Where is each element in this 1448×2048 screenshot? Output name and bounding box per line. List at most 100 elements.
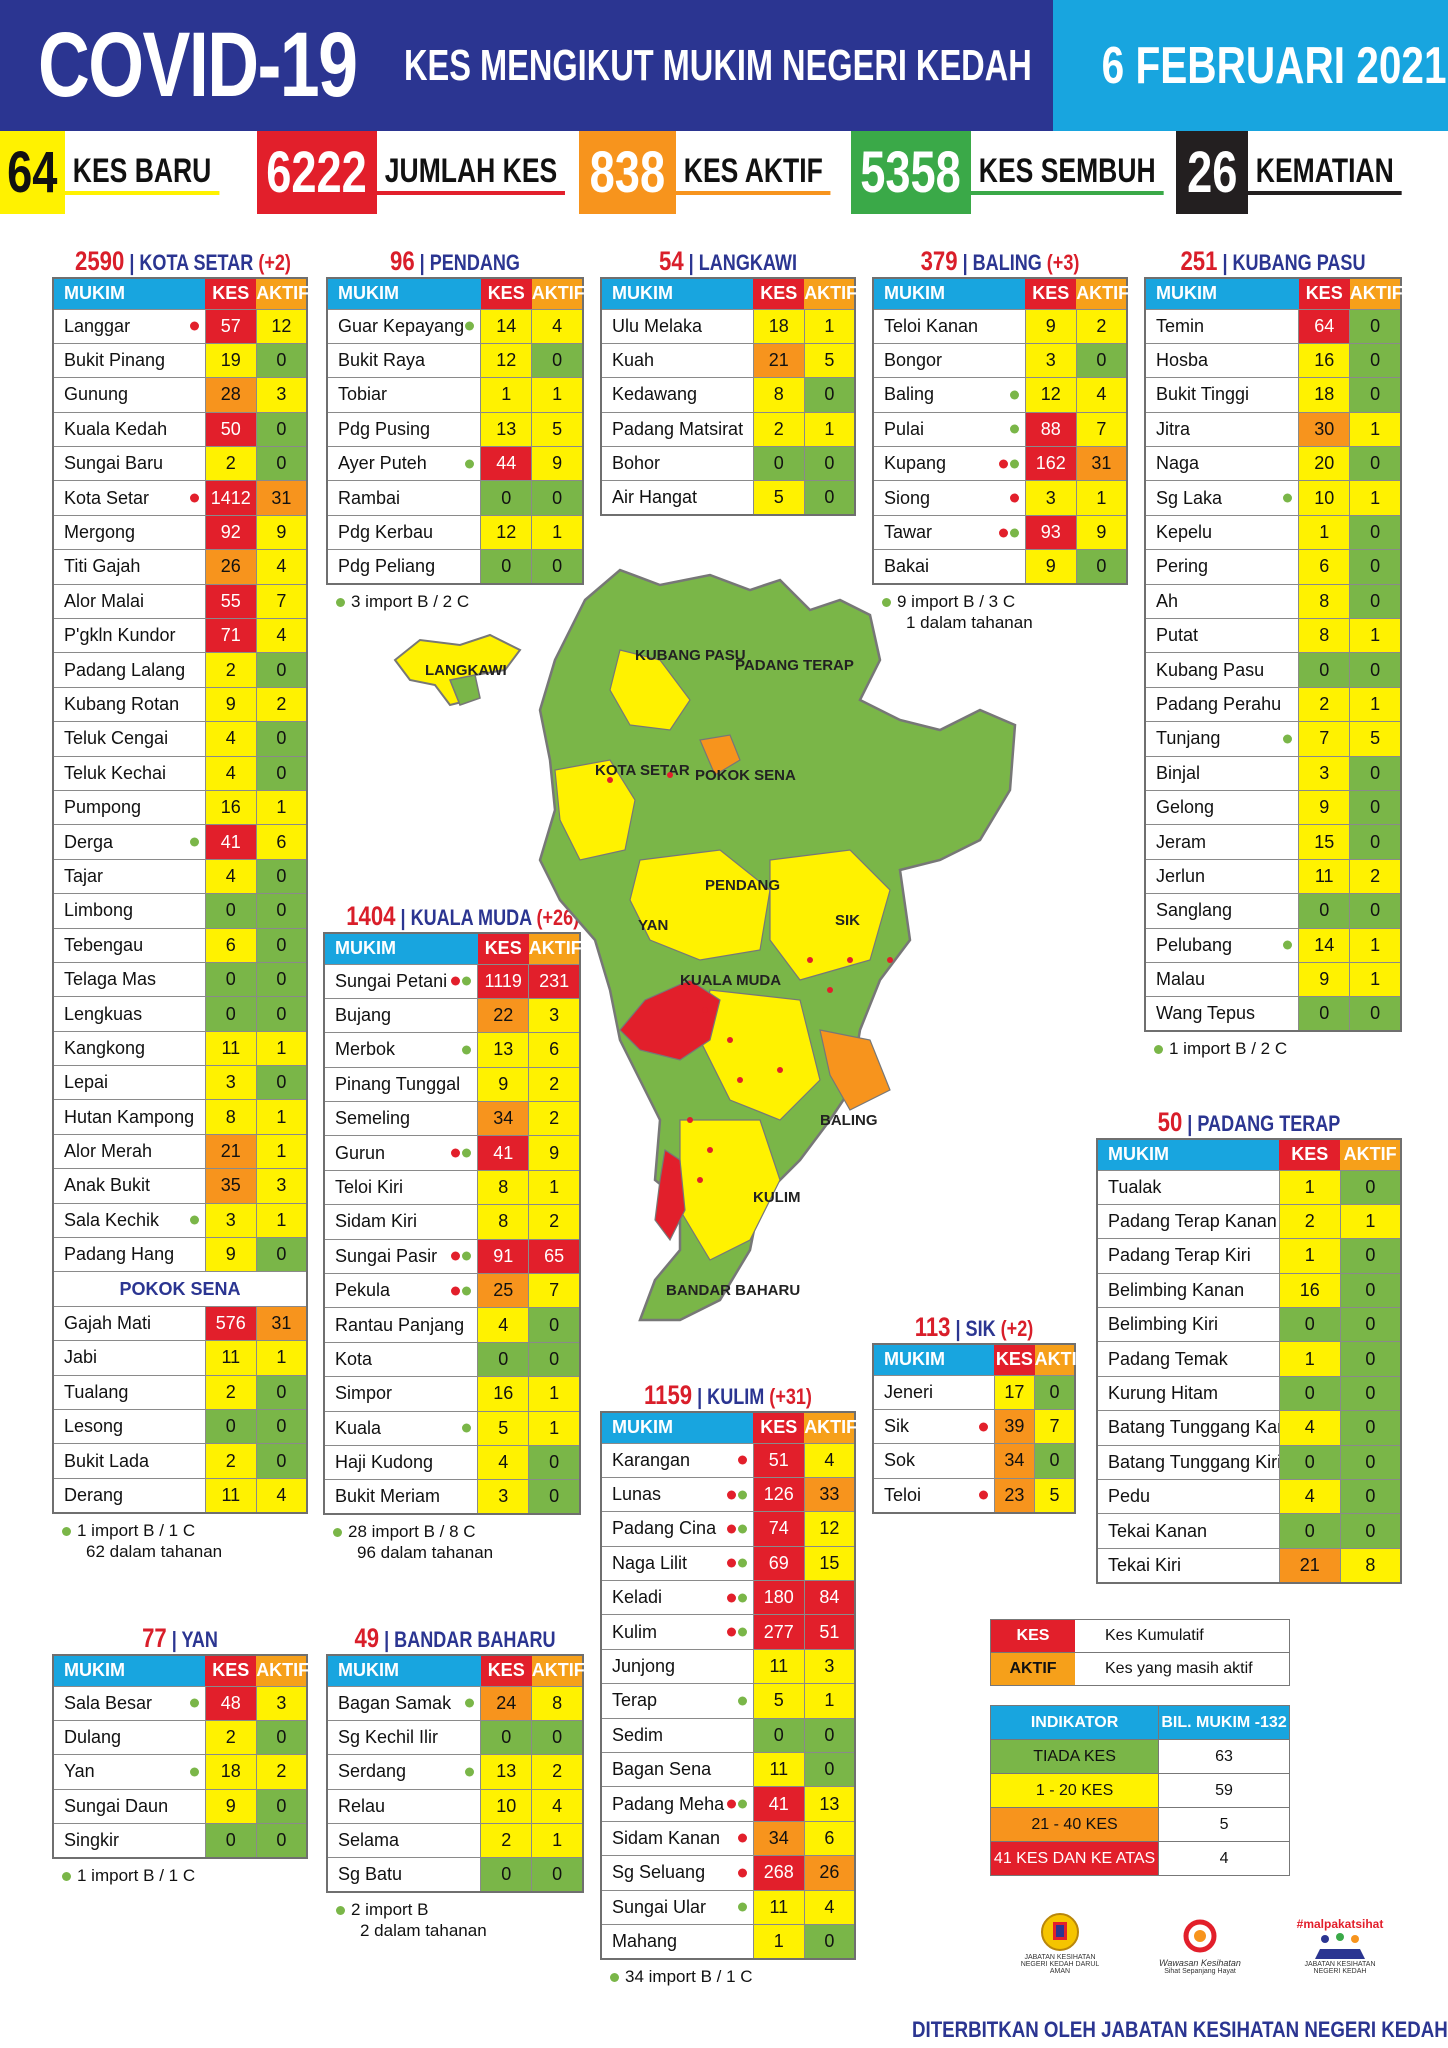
- col-kes-header: KES: [1025, 278, 1077, 309]
- col-aktif-header: AKTIF: [256, 1655, 309, 1686]
- mukim-name: Dulang: [64, 1727, 122, 1748]
- aktif-value: 0: [1349, 755, 1402, 791]
- mukim-table: MUKIM KES AKTIF Langgar 57 12 Bukit Pinang 19 0 G…: [52, 277, 309, 1514]
- kes-value: 9: [205, 686, 257, 722]
- mukim-name: Gurun: [335, 1142, 386, 1163]
- district-note: 1 import B / 2 C: [1144, 1038, 1402, 1059]
- case-marker: [451, 1286, 472, 1296]
- aktif-value: 13: [804, 1786, 856, 1822]
- table-row: Jeram 15 0: [1145, 824, 1402, 860]
- mukim-name: Sg Batu: [338, 1864, 403, 1885]
- mukim-name: Tunjang: [1156, 728, 1221, 749]
- mukim-name: Teluk Kechai: [64, 762, 167, 783]
- green-dot-icon: [737, 1593, 747, 1603]
- case-marker: [978, 1422, 988, 1432]
- table-row: Jeneri 17 0: [873, 1374, 1076, 1410]
- mukim-name: Singkir: [64, 1830, 120, 1850]
- aktif-value: 0: [1340, 1169, 1402, 1205]
- kes-value: 0: [1279, 1307, 1341, 1342]
- green-dot-icon: [1283, 940, 1293, 950]
- table-row: Naga Lilit 69 15: [601, 1545, 856, 1581]
- aktif-value: 6: [804, 1820, 856, 1856]
- col-aktif-header: AKTIF: [1349, 278, 1403, 309]
- kes-value: 8: [1298, 583, 1351, 619]
- case-marker: [737, 1868, 747, 1878]
- kes-value: 34: [994, 1443, 1036, 1479]
- mukim-name: Pelubang: [1156, 934, 1233, 955]
- red-dot-icon: [726, 1524, 736, 1534]
- stat-label: JUMLAH KES: [377, 151, 566, 195]
- mukim-table: MUKIM KES AKTIF Guar Kepayang 14 4 Bukit Raya 1…: [326, 277, 585, 586]
- table-row: Ah 8 0: [1145, 583, 1402, 619]
- table-row: Karangan 51 4: [601, 1442, 856, 1478]
- kes-value: 9: [1025, 549, 1077, 585]
- case-marker: [726, 1558, 747, 1568]
- mukim-name: Keladi: [612, 1587, 663, 1608]
- kes-value: 92: [205, 514, 257, 550]
- kes-value: 1: [1279, 1341, 1341, 1377]
- red-dot-icon: [737, 1833, 747, 1843]
- aktif-value: 0: [256, 1823, 308, 1858]
- aktif-value: 0: [804, 1752, 856, 1787]
- kes-value: 18: [753, 308, 805, 344]
- green-dot-icon: [62, 1871, 71, 1881]
- mukim-name: Bukit Raya: [338, 350, 426, 371]
- mukim-name: Sg Seluang: [612, 1862, 706, 1883]
- kes-value: 41: [477, 1135, 530, 1171]
- mukim-name: Kurung Hitam: [1108, 1383, 1219, 1404]
- case-marker: [465, 1767, 475, 1777]
- note-line: 1 import B / 1 C: [77, 1865, 196, 1885]
- case-marker: [726, 1799, 747, 1809]
- mukim-name: Tekai Kiri: [1108, 1554, 1182, 1575]
- note-line: 1 import B / 2 C: [1169, 1039, 1288, 1059]
- aktif-value: 7: [1076, 411, 1128, 447]
- kes-value: 0: [205, 893, 257, 929]
- kes-value: 576: [205, 1305, 257, 1341]
- aktif-value: 0: [531, 342, 584, 378]
- table-row: Jerlun 11 2: [1145, 858, 1402, 894]
- mukim-name: Batang Tunggang Kiri: [1108, 1451, 1280, 1472]
- indicator-label: 1 - 20 KES: [989, 1773, 1160, 1808]
- mukim-name: Jitra: [1156, 418, 1191, 439]
- table-row: Kepelu 1 0: [1145, 514, 1402, 550]
- kes-value: 71: [205, 618, 257, 653]
- district-heading: 251 | KUBANG PASU: [1180, 246, 1366, 276]
- district-total: 251: [1180, 246, 1218, 276]
- mukim-table: MUKIM KES AKTIF Temin 64 0 Hosba 16 0 Bukit Tingg…: [1144, 277, 1403, 1033]
- table-row: Sungai Baru 2 0: [53, 446, 308, 481]
- green-dot-icon: [465, 321, 475, 331]
- indicator-value: 4: [1158, 1841, 1290, 1876]
- mukim-name: Pulai: [884, 418, 925, 439]
- kes-value: 93: [1025, 514, 1077, 550]
- kes-value: 4: [477, 1307, 530, 1343]
- aktif-value: 0: [1349, 446, 1402, 481]
- mukim-name: Jabi: [64, 1347, 98, 1368]
- col-mukim-header: MUKIM: [601, 1412, 754, 1443]
- district-heading: 113 | SIK (+2): [914, 1312, 1034, 1342]
- kes-value: 5: [753, 1683, 805, 1719]
- kes-value: 0: [205, 1823, 257, 1858]
- table-row: Tajar 4 0: [53, 858, 308, 894]
- kes-value: 9: [1298, 961, 1351, 997]
- red-dot-icon: [998, 459, 1008, 469]
- mukim-name: Rantau Panjang: [335, 1314, 465, 1335]
- aktif-value: 0: [1340, 1513, 1402, 1549]
- mukim-name: Padang Cina: [612, 1518, 717, 1539]
- table-row: Kuala Kedah 50 0: [53, 411, 308, 447]
- district-name: SIK: [965, 1316, 996, 1341]
- table-row: Sungai Pasir 91 65: [324, 1238, 581, 1274]
- table-row: Kota 0 0: [324, 1341, 581, 1377]
- kes-value: 2: [205, 1719, 257, 1755]
- aktif-value: 1: [256, 1133, 308, 1169]
- indicator-row: TIADA KES 63: [989, 1739, 1290, 1774]
- district-langkawi: 54 | LANGKAWI MUKIM KES AKTIF Ulu Melaka 18 1…: [600, 245, 857, 517]
- col-mukim-header: MUKIM: [53, 278, 206, 309]
- district-total: 2590: [75, 246, 125, 276]
- table-row: Baling 12 4: [873, 377, 1128, 413]
- kes-value: 18: [205, 1754, 257, 1790]
- aktif-value: 0: [256, 1237, 308, 1272]
- table-row: Pekula 25 7: [324, 1273, 581, 1308]
- green-dot-icon: [1009, 459, 1019, 469]
- map-label-yan: YAN: [638, 917, 668, 934]
